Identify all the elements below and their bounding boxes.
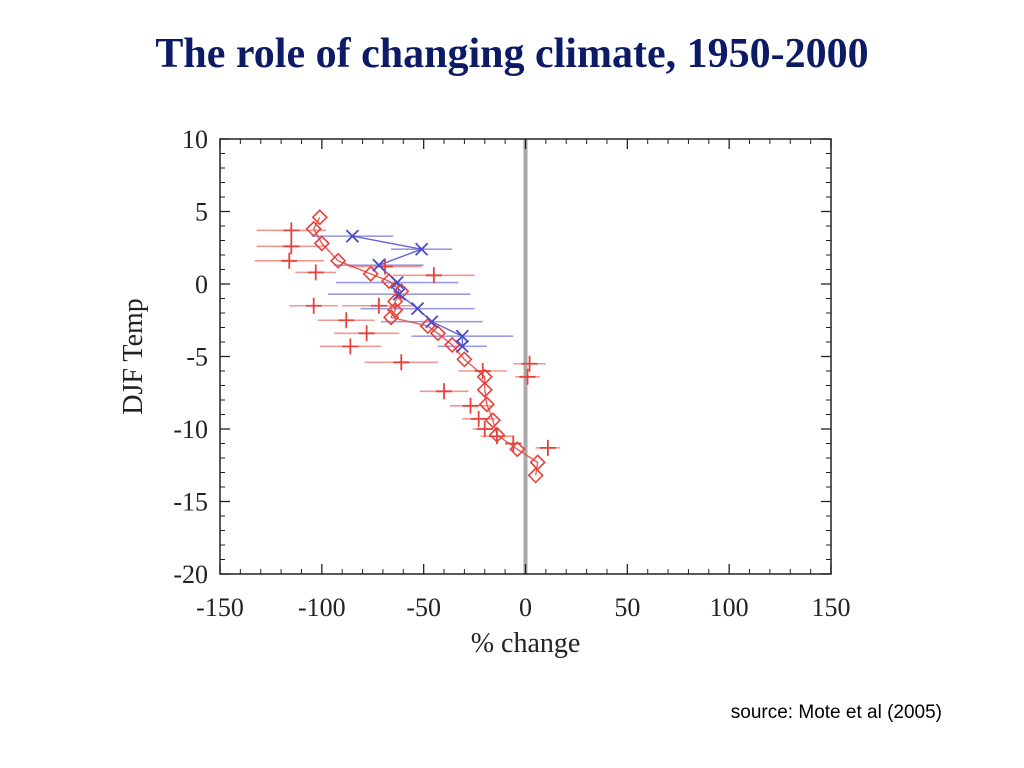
- source-citation: source: Mote et al (2005): [730, 702, 942, 723]
- diamond-marker: [382, 309, 400, 326]
- cross-marker: [488, 428, 505, 445]
- diamond-marker: [476, 381, 493, 398]
- x-marker: [455, 339, 469, 353]
- cross-marker: [342, 338, 359, 355]
- x-marker: [410, 302, 425, 316]
- x-marker: [455, 329, 469, 343]
- diamond-marker: [313, 235, 330, 252]
- x-marker: [425, 315, 439, 329]
- x-marker: [414, 242, 429, 256]
- cross-marker: [425, 267, 442, 284]
- cross-marker: [305, 297, 322, 314]
- y-tick-label: -15: [173, 488, 208, 517]
- diamond-marker: [527, 467, 544, 484]
- diamond-marker: [478, 396, 495, 413]
- y-tick-label: -10: [173, 415, 208, 444]
- x-tick-label: 100: [710, 593, 749, 622]
- cross-marker: [370, 297, 387, 314]
- y-tick-label: -20: [173, 560, 208, 589]
- series-lines-layer: [312, 139, 539, 574]
- x-marker: [390, 275, 404, 290]
- cross-marker: [338, 312, 355, 329]
- diamond-marker: [484, 412, 502, 429]
- diamond-marker: [429, 325, 447, 342]
- y-axis-label: DJF Temp: [118, 298, 149, 415]
- diamond-marker: [311, 209, 328, 226]
- series-line: [312, 216, 539, 476]
- cross-marker: [462, 397, 479, 414]
- cross-marker: [474, 363, 491, 379]
- diamond-marker: [387, 293, 404, 310]
- cross-marker: [470, 410, 487, 427]
- cross-marker: [539, 439, 556, 456]
- diamond-marker: [456, 351, 473, 368]
- diamond-marker: [393, 283, 410, 300]
- y-tick-label: 10: [182, 125, 208, 154]
- cross-marker: [307, 264, 324, 281]
- x-tick-label: 150: [812, 593, 851, 622]
- x-tick-label: 0: [519, 593, 532, 622]
- x-axis-label: % change: [471, 628, 581, 659]
- diamond-marker: [362, 265, 379, 282]
- cross-marker: [505, 435, 522, 452]
- x-tick-label: -150: [196, 593, 244, 622]
- cross-marker: [283, 238, 300, 255]
- x-marker: [392, 287, 406, 301]
- cross-marker: [358, 325, 375, 342]
- slide-title: The role of changing climate, 1950-2000: [155, 31, 869, 77]
- cross-marker: [436, 383, 453, 400]
- diamond-marker: [387, 301, 404, 319]
- x-tick-label: -50: [406, 593, 441, 622]
- x-marker: [345, 229, 360, 243]
- y-tick-label: -5: [186, 343, 208, 372]
- diamond-marker: [329, 252, 347, 269]
- cross-marker: [519, 368, 536, 385]
- cross-marker: [393, 354, 410, 371]
- y-tick-label: 0: [195, 270, 208, 299]
- diamond-marker: [419, 317, 436, 335]
- x-marker: [372, 258, 386, 272]
- cross-marker: [281, 252, 298, 269]
- markers-layer: [281, 209, 556, 484]
- diamond-marker: [305, 220, 322, 238]
- error-bars-layer: [254, 229, 561, 449]
- y-tick-label: 5: [195, 198, 208, 227]
- cross-marker: [521, 355, 538, 372]
- cross-marker: [476, 421, 493, 437]
- cross-marker: [283, 222, 300, 239]
- x-tick-label: -100: [298, 593, 346, 622]
- x-tick-label: 50: [614, 593, 640, 622]
